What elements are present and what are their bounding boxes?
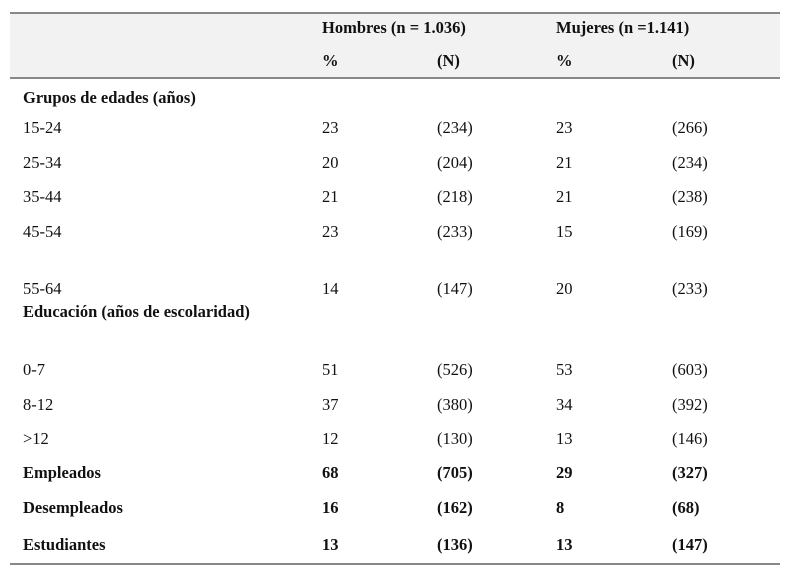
hombres-n: (136) — [437, 535, 473, 554]
table-row: 55-64 14 (147) 20 (233) — [0, 279, 792, 299]
table-row: Educación (años de escolaridad) — [0, 302, 792, 322]
table-row: 35-44 21 (218) 21 (238) — [0, 187, 792, 207]
mujeres-pct: 34 — [556, 395, 573, 414]
mujeres-pct: 20 — [556, 279, 573, 298]
table-row: 15-24 23 (234) 23 (266) — [0, 118, 792, 138]
mujeres-pct: 29 — [556, 463, 573, 482]
table-row: 8-12 37 (380) 34 (392) — [0, 395, 792, 415]
header-mujeres-pct: % — [556, 51, 573, 70]
header-mujeres-n: (N) — [672, 51, 695, 70]
hombres-pct: 21 — [322, 187, 339, 206]
hombres-n: (380) — [437, 395, 473, 414]
mujeres-n: (68) — [672, 498, 700, 517]
row-label: Grupos de edades (años) — [23, 88, 196, 107]
row-label: Desempleados — [23, 498, 123, 517]
header-row-groups: Hombres (n = 1.036) Mujeres (n =1.141) — [0, 18, 792, 38]
row-label: 45-54 — [23, 222, 62, 241]
hombres-pct: 37 — [322, 395, 339, 414]
hombres-pct: 23 — [322, 118, 339, 137]
hombres-n: (705) — [437, 463, 473, 482]
hombres-n: (130) — [437, 429, 473, 448]
mujeres-pct: 21 — [556, 187, 573, 206]
hombres-pct: 16 — [322, 498, 339, 517]
mujeres-pct: 21 — [556, 153, 573, 172]
header-rule — [10, 77, 780, 79]
row-label: 55-64 — [23, 279, 62, 298]
mujeres-n: (266) — [672, 118, 708, 137]
row-label: Educación (años de escolaridad) — [23, 302, 250, 321]
mujeres-n: (392) — [672, 395, 708, 414]
table-row: Desempleados 16 (162) 8 (68) — [0, 498, 792, 518]
table-row: 0-7 51 (526) 53 (603) — [0, 360, 792, 380]
table-row: >12 12 (130) 13 (146) — [0, 429, 792, 449]
table-row: Estudiantes 13 (136) 13 (147) — [0, 535, 792, 555]
mujeres-pct: 53 — [556, 360, 573, 379]
row-label: >12 — [23, 429, 49, 448]
hombres-n: (234) — [437, 118, 473, 137]
hombres-pct: 14 — [322, 279, 339, 298]
row-label: Empleados — [23, 463, 101, 482]
header-hombres: Hombres (n = 1.036) — [322, 18, 466, 37]
mujeres-pct: 13 — [556, 535, 573, 554]
header-hombres-pct: % — [322, 51, 339, 70]
table-row: Empleados 68 (705) 29 (327) — [0, 463, 792, 483]
table-row: 45-54 23 (233) 15 (169) — [0, 222, 792, 242]
bottom-rule — [10, 563, 780, 565]
header-row-units: % (N) % (N) — [0, 51, 792, 71]
table-header-background — [10, 13, 780, 78]
row-label: 35-44 — [23, 187, 62, 206]
hombres-n: (233) — [437, 222, 473, 241]
mujeres-n: (238) — [672, 187, 708, 206]
hombres-pct: 13 — [322, 535, 339, 554]
hombres-pct: 68 — [322, 463, 339, 482]
row-label: 0-7 — [23, 360, 45, 379]
hombres-n: (147) — [437, 279, 473, 298]
hombres-n: (204) — [437, 153, 473, 172]
mujeres-pct: 13 — [556, 429, 573, 448]
mujeres-n: (233) — [672, 279, 708, 298]
mujeres-n: (234) — [672, 153, 708, 172]
hombres-pct: 20 — [322, 153, 339, 172]
mujeres-n: (603) — [672, 360, 708, 379]
table-row: 25-34 20 (204) 21 (234) — [0, 153, 792, 173]
hombres-pct: 23 — [322, 222, 339, 241]
row-label: 8-12 — [23, 395, 54, 414]
hombres-pct: 51 — [322, 360, 339, 379]
mujeres-n: (146) — [672, 429, 708, 448]
hombres-n: (162) — [437, 498, 473, 517]
row-label: 15-24 — [23, 118, 62, 137]
hombres-n: (526) — [437, 360, 473, 379]
row-label: 25-34 — [23, 153, 62, 172]
mujeres-n: (147) — [672, 535, 708, 554]
hombres-pct: 12 — [322, 429, 339, 448]
table-row: Grupos de edades (años) — [0, 88, 792, 108]
header-hombres-n: (N) — [437, 51, 460, 70]
header-mujeres: Mujeres (n =1.141) — [556, 18, 690, 37]
mujeres-pct: 15 — [556, 222, 573, 241]
top-rule — [10, 12, 780, 14]
row-label: Estudiantes — [23, 535, 106, 554]
hombres-n: (218) — [437, 187, 473, 206]
mujeres-pct: 23 — [556, 118, 573, 137]
mujeres-n: (169) — [672, 222, 708, 241]
mujeres-n: (327) — [672, 463, 708, 482]
mujeres-pct: 8 — [556, 498, 565, 517]
